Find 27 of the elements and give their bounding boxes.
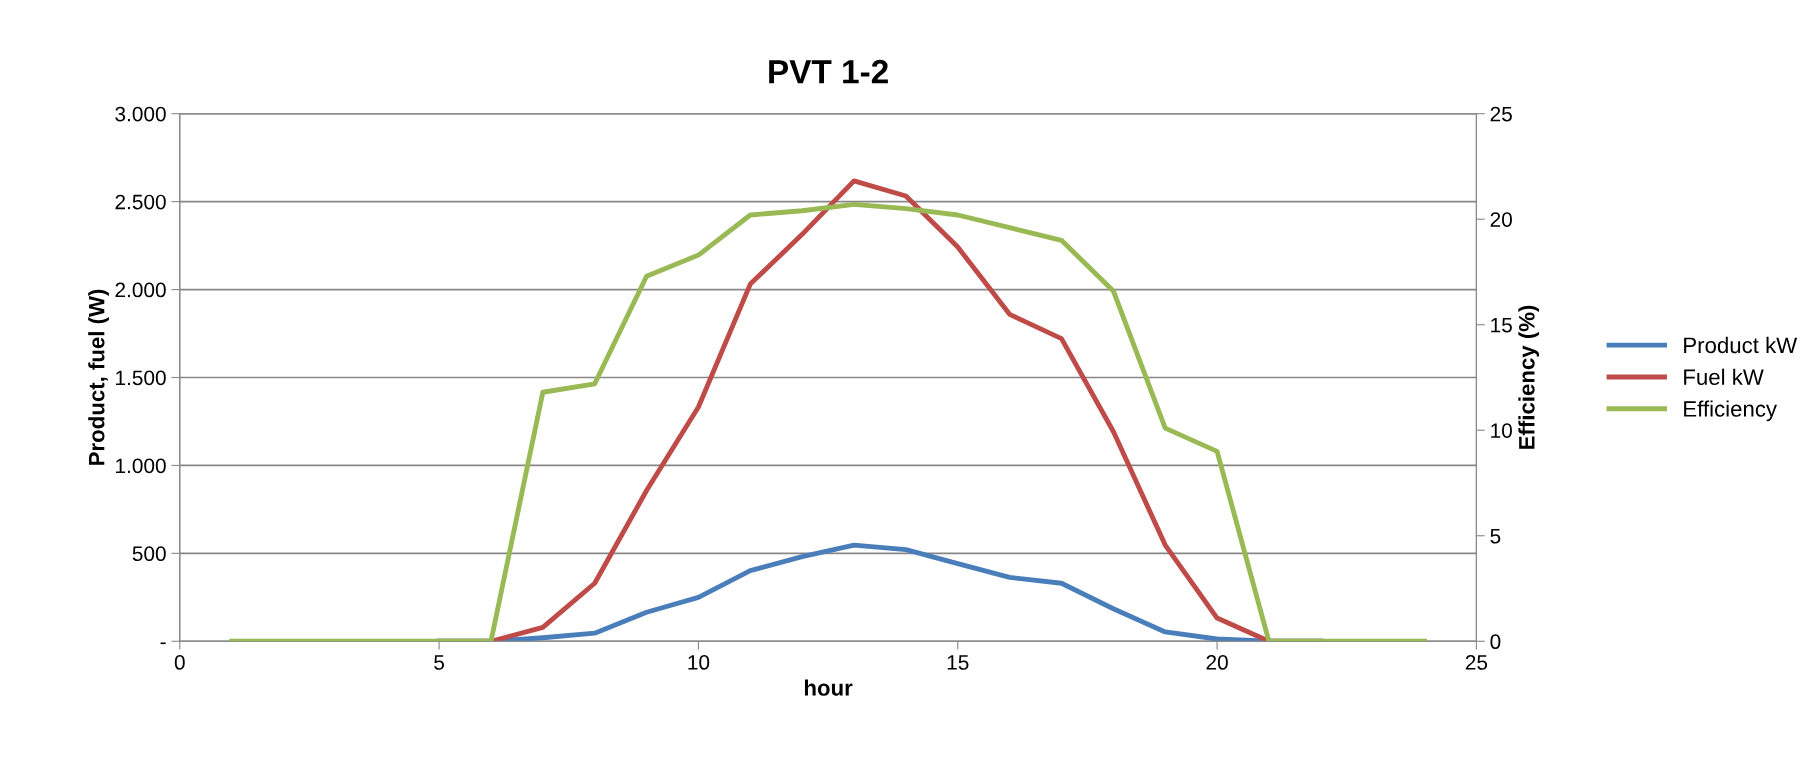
y-tick-label: 2.000 [115,282,166,298]
y2-tick-label: 5 [1490,528,1501,544]
line-series [229,202,1427,642]
legend-label: Fuel kW [1684,368,1764,385]
x-tick-label: 15 [947,655,969,670]
y2-tick-label: 0 [1490,634,1501,650]
y-tick-label: - [160,642,166,645]
x-tick-label: 5 [434,655,445,670]
y-tick-label: 3.000 [115,106,166,122]
y-tick-label: 1.000 [116,458,166,474]
y-tick-label: 1.500 [116,370,166,386]
x-tick-label: 25 [1465,655,1488,670]
y-axis-title: Product, fuel (W) [88,289,109,465]
y-tick-label: 2.500 [115,194,166,210]
chart-title: PVT 1-2 [769,59,888,84]
y2-tick-label: 10 [1491,423,1512,438]
x-tick-label: 20 [1206,655,1228,670]
x-axis-title: hour [804,679,853,696]
legend-label: Product kW [1684,336,1798,354]
x-tick-label: 0 [174,655,185,670]
y2-tick-label: 25 [1490,106,1512,122]
y2-axis-title: Efficiency (%) [1518,305,1540,449]
y2-tick-label: 15 [1491,317,1512,333]
legend-label: Efficiency [1684,400,1777,422]
y-tick-label: 500 [132,546,166,562]
x-tick-label: 10 [688,655,710,670]
y2-tick-label: 20 [1490,212,1512,227]
